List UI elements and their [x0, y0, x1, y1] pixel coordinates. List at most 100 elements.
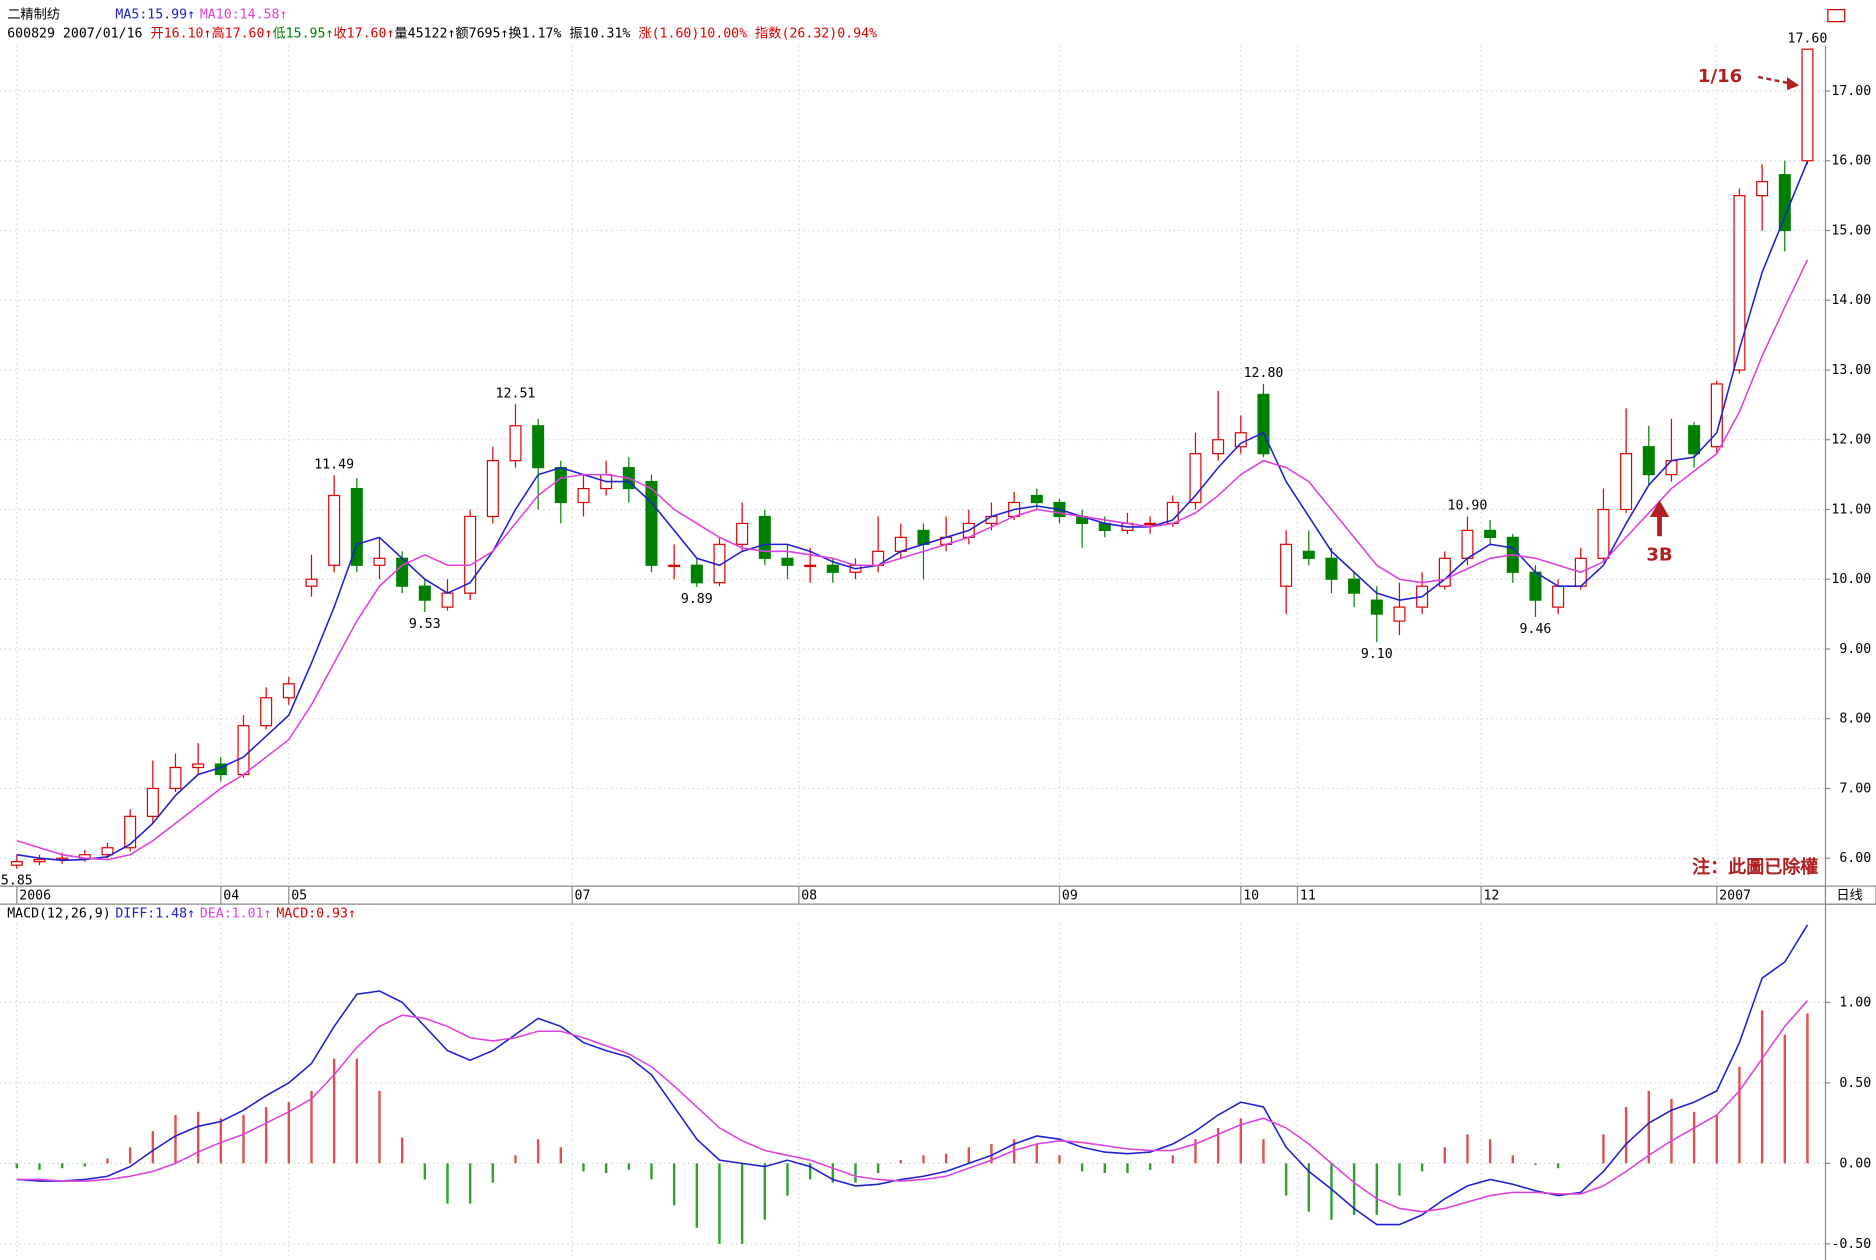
candle-body [1280, 543, 1293, 587]
candle-body [1393, 606, 1406, 622]
high-label: 12.80 [1244, 366, 1284, 381]
y-tick-label: 16.00 [1831, 154, 1871, 169]
y-tick-label: 15.00 [1831, 224, 1871, 239]
x-tick-label: 09 [1062, 889, 1078, 904]
candle-body [101, 847, 114, 856]
candle-body [804, 564, 817, 568]
candle-body [1438, 557, 1451, 587]
period-label[interactable]: 日线 [1836, 888, 1862, 904]
candle-body [1756, 181, 1769, 197]
candle-body [758, 515, 771, 559]
candle-body [464, 515, 477, 594]
legend-entry: MACD:0.93↑ [276, 907, 356, 922]
quote-field: 收17.60↑ [333, 26, 394, 42]
candle-body [260, 697, 273, 727]
candle-body [1257, 393, 1270, 455]
candle-body [554, 467, 567, 504]
x-tick-label: 05 [291, 889, 307, 904]
candle-body [1529, 571, 1542, 601]
ma-line [16, 161, 1809, 862]
annotation: 1/16 [1698, 66, 1742, 87]
high-label: 17.60 [1788, 31, 1828, 46]
candle-body [690, 564, 703, 584]
candle-body [1801, 48, 1814, 162]
low-label: 9.10 [1361, 647, 1393, 662]
candle-body [373, 557, 386, 566]
candle-body [1620, 453, 1633, 511]
annotation-arrow [1757, 75, 1795, 86]
candle-body [1325, 557, 1338, 580]
high-label: 10.90 [1448, 499, 1488, 514]
y-tick-label: 10.00 [1831, 572, 1871, 587]
corner-icon[interactable] [1827, 9, 1846, 23]
candle-body [328, 494, 341, 566]
candle-body [894, 536, 907, 552]
y-tick-label: 12.00 [1831, 433, 1871, 448]
candle-body [1234, 432, 1247, 448]
candle-body [1302, 550, 1315, 559]
candle-body [1552, 585, 1565, 608]
legend: MA5:15.99↑ MA10:14.58↑ [115, 7, 287, 22]
legend-entry: MA10:14.58↑ [200, 7, 288, 22]
candle-body [169, 766, 182, 790]
low-label: 9.89 [681, 592, 713, 607]
macd-title: MACD(12,26,9) [7, 907, 110, 922]
candle-body [418, 585, 431, 601]
y-tick-label: 11.00 [1831, 502, 1871, 517]
low-label: 9.46 [1520, 622, 1552, 637]
y-tick-label: 8.00 [1839, 712, 1871, 727]
candle-body [192, 763, 205, 769]
y-tick-label: 6.00 [1839, 851, 1871, 866]
annotation: 注：此圖已除權 [1692, 856, 1818, 878]
x-tick-label: 07 [575, 889, 591, 904]
candle-body [1189, 453, 1202, 504]
candle-body [1370, 599, 1383, 615]
period-box[interactable] [1824, 885, 1876, 905]
candle-body [736, 522, 749, 545]
legend-entry: DIFF:1.48↑ [115, 907, 195, 922]
candle-body [1778, 174, 1791, 232]
quote-info: 600829 2007/01/16 开16.10↑高17.60↑低15.95↑收… [7, 25, 877, 42]
high-label: 11.49 [314, 457, 354, 472]
y-tick-label: 7.00 [1839, 781, 1871, 796]
candle-body [509, 425, 522, 462]
candle-body [1597, 508, 1610, 559]
candle-body [33, 858, 46, 863]
candle-body [577, 487, 590, 504]
candle-body [350, 487, 363, 566]
x-tick-label: 08 [801, 889, 817, 904]
candle-body [305, 578, 318, 587]
dea-line [16, 1000, 1809, 1213]
candle-body [237, 725, 250, 776]
candle-body [146, 787, 159, 817]
quote-field: 低15.95↑ [272, 26, 333, 42]
low-label: 5.85 [1, 874, 33, 889]
quote-field: 涨(1.60)10.00% 指数(26.32)0.94% [638, 26, 877, 42]
ma-line [16, 259, 1809, 861]
candle-body [781, 557, 794, 566]
candle-body [10, 861, 23, 866]
candle-body [917, 529, 930, 545]
x-tick-label: 12 [1483, 889, 1499, 904]
candle-body [1212, 439, 1225, 455]
legend-entry: MA5:15.99↑ [115, 7, 195, 22]
candle-body [124, 815, 137, 849]
annotation: 3B [1646, 544, 1672, 565]
y-tick-label: 0.00 [1839, 1156, 1871, 1171]
y-tick-label: 0.50 [1839, 1076, 1871, 1091]
legend: DIFF:1.48↑ DEA:1.01↑ MACD:0.93↑ [115, 907, 355, 922]
candle-body [441, 592, 454, 608]
candle-body [1642, 446, 1655, 476]
stock-name: 二精制纺 [7, 6, 60, 22]
candle-body [1144, 522, 1157, 526]
candle-body [826, 564, 839, 573]
candle-body [1461, 529, 1474, 559]
candle-body [668, 564, 681, 568]
y-tick-label: -0.50 [1831, 1237, 1871, 1252]
y-tick-label: 9.00 [1839, 642, 1871, 657]
annotation-arrowhead [1787, 76, 1800, 91]
candle-body [1733, 195, 1746, 371]
